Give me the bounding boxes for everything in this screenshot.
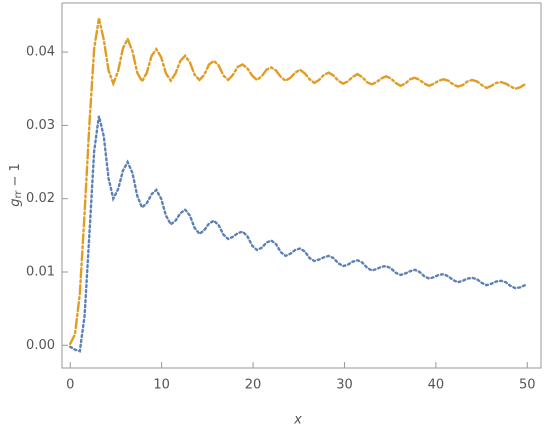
y-label-subscript: rr bbox=[13, 190, 24, 199]
x-tick-label: 50 bbox=[519, 378, 536, 393]
y-label-suffix: − 1 bbox=[8, 163, 23, 186]
y-tick-label: 0.00 bbox=[26, 338, 55, 353]
x-tick-label: 20 bbox=[245, 378, 262, 393]
y-label-symbol: g bbox=[8, 199, 23, 207]
x-axis-label: x bbox=[293, 413, 302, 428]
x-tick-label: 0 bbox=[66, 378, 74, 393]
x-tick-label: 10 bbox=[153, 378, 170, 393]
series-line bbox=[69, 115, 527, 353]
y-axis-label: grr − 1 bbox=[8, 163, 25, 207]
y-tick-label: 0.04 bbox=[26, 45, 55, 60]
x-tick-label: 30 bbox=[336, 378, 353, 393]
x-tick-label: 40 bbox=[428, 378, 445, 393]
y-tick-label: 0.03 bbox=[26, 118, 55, 133]
y-tick-label: 0.02 bbox=[26, 191, 55, 206]
series-line bbox=[69, 18, 527, 346]
plot-frame bbox=[61, 2, 542, 369]
y-tick-label: 0.01 bbox=[26, 264, 55, 279]
